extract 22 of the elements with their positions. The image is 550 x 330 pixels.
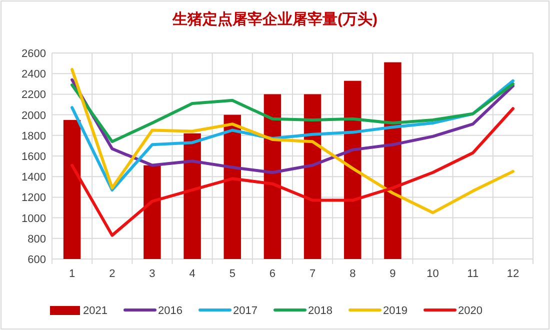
- line-series: [70, 107, 514, 237]
- y-tick-label: 2600: [22, 48, 46, 60]
- chart-title: 生猪定点屠宰企业屠宰量(万头): [172, 10, 378, 28]
- y-tick-label: 1600: [22, 151, 46, 163]
- y-tick-label: 1800: [22, 130, 46, 142]
- y-tick-label: 2200: [22, 89, 46, 102]
- legend-label: 2021: [83, 305, 108, 317]
- line-series: [70, 78, 514, 174]
- y-tick-label: 800: [28, 233, 46, 246]
- y-tick-label: 1200: [22, 192, 46, 204]
- legend-label: 2019: [383, 305, 408, 317]
- line-series: [70, 68, 514, 214]
- y-tick-label: 1000: [22, 212, 46, 225]
- legend-label: 2016: [158, 305, 182, 317]
- legend-label: 2020: [458, 305, 482, 317]
- y-tick-label: 600: [28, 254, 46, 266]
- y-tick-label: 2400: [22, 68, 46, 81]
- line-series: [70, 82, 514, 144]
- y-tick-label: 1400: [22, 172, 46, 184]
- legend-label: 2017: [233, 305, 258, 317]
- y-tick-label: 2000: [22, 110, 46, 122]
- legend-label: 2018: [308, 305, 332, 317]
